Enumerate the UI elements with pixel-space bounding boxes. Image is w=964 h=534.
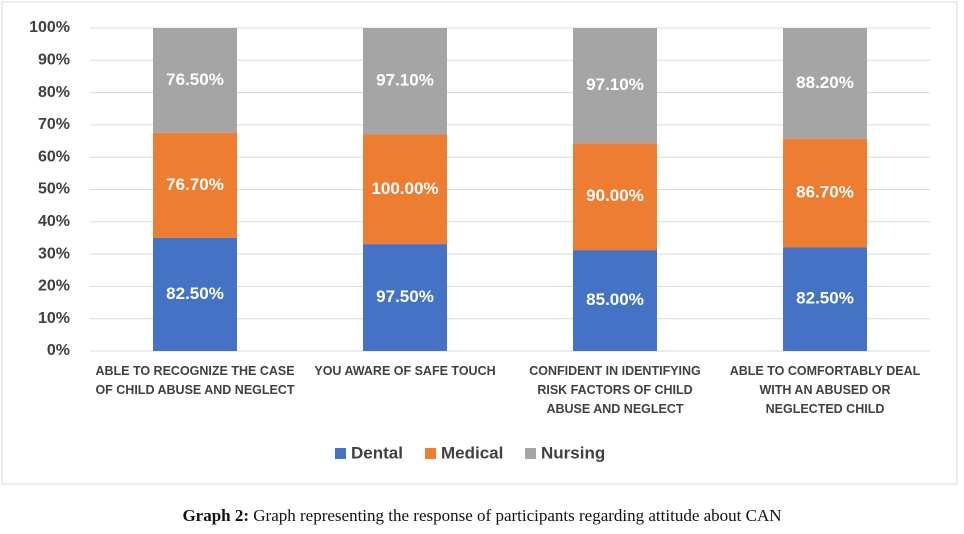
- legend-swatch: [335, 448, 346, 459]
- x-tick-label: YOU AWARE OF SAFE TOUCH: [314, 364, 496, 378]
- y-tick-label: 100%: [29, 19, 70, 36]
- bar-segment: [363, 134, 447, 245]
- bar-segment: [363, 28, 447, 135]
- legend-label: Medical: [441, 443, 503, 462]
- data-label: 86.70%: [796, 183, 854, 202]
- data-label: 82.50%: [166, 284, 224, 303]
- data-label: 100.00%: [371, 179, 438, 198]
- caption-label: Graph 2:: [182, 506, 250, 525]
- x-tick-label: ABLE TO RECOGNIZE THE CASE OF CHILD ABUS…: [95, 364, 295, 397]
- data-label: 82.50%: [796, 289, 854, 308]
- y-tick-label: 20%: [38, 278, 70, 295]
- y-tick-label: 40%: [38, 213, 70, 230]
- chart-border: [1, 1, 958, 485]
- data-label: 90.00%: [586, 186, 644, 205]
- legend-label: Dental: [351, 443, 403, 462]
- data-label: 97.10%: [376, 71, 434, 90]
- legend-swatch: [425, 448, 436, 459]
- bar-segment: [153, 28, 237, 133]
- y-tick-label: 50%: [38, 181, 70, 198]
- y-tick-label: 80%: [38, 84, 70, 101]
- bar-segment: [573, 28, 657, 144]
- bar-segment: [573, 143, 657, 251]
- bar-segment: [783, 138, 867, 248]
- y-tick-label: 30%: [38, 245, 70, 262]
- caption-text: Graph representing the response of parti…: [253, 506, 782, 525]
- data-label: 76.70%: [166, 175, 224, 194]
- bar-segment: [783, 247, 867, 351]
- y-tick-label: 90%: [38, 52, 70, 69]
- caption: Graph 2: Graph representing the response…: [0, 506, 964, 526]
- data-label: 76.50%: [166, 70, 224, 89]
- legend-label: Nursing: [541, 443, 605, 462]
- data-label: 85.00%: [586, 290, 644, 309]
- data-label: 97.50%: [376, 287, 434, 306]
- y-tick-label: 0%: [47, 342, 70, 359]
- bar-segment: [783, 28, 867, 139]
- data-label: 88.20%: [796, 73, 854, 92]
- y-tick-label: 60%: [38, 148, 70, 165]
- bar-segment: [573, 250, 657, 351]
- data-label: 97.10%: [586, 75, 644, 94]
- bar-segment: [153, 132, 237, 238]
- x-tick-label: ABLE TO COMFORTABLY DEAL WITH AN ABUSED …: [729, 364, 921, 416]
- y-tick-label: 10%: [38, 310, 70, 327]
- x-tick-label: CONFIDENT IN IDENTIFYING RISK FACTORS OF…: [529, 364, 701, 416]
- bar-segment: [363, 244, 447, 351]
- y-tick-label: 70%: [38, 116, 70, 133]
- legend-swatch: [525, 448, 536, 459]
- bar-segment: [153, 237, 237, 351]
